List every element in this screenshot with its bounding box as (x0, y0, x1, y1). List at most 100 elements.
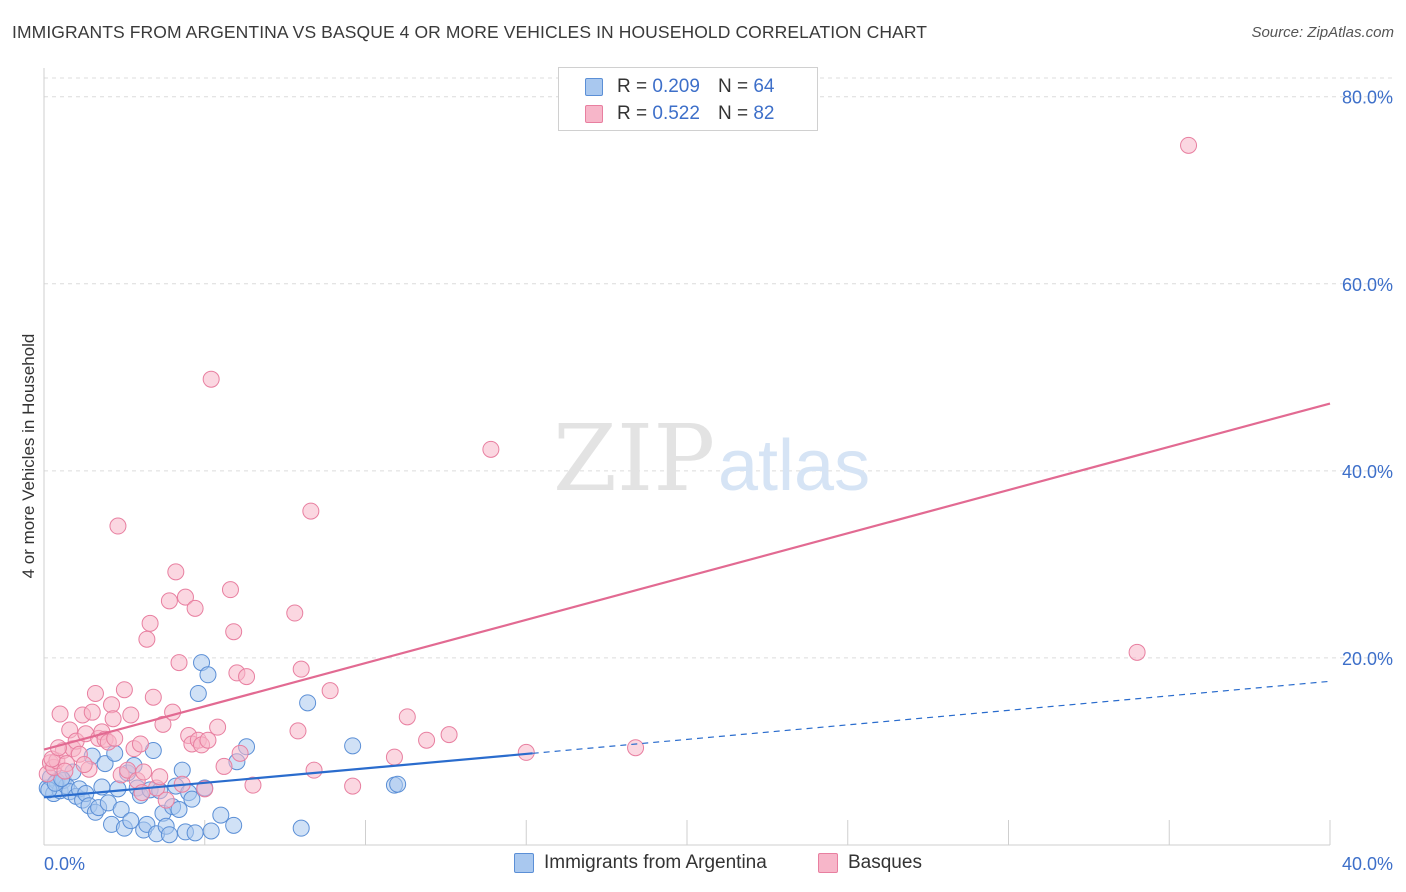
argentina-point (389, 775, 407, 793)
basques-point (199, 731, 217, 749)
legend-row-basques: R = 0.522 N = 82 (585, 102, 774, 126)
argentina-trend-line (43, 752, 533, 799)
legend-n-value: 64 (753, 76, 775, 97)
basques-point (141, 614, 159, 632)
basques-point (302, 502, 320, 520)
argentina-point (212, 806, 230, 824)
legend-swatch-basques (585, 105, 603, 123)
basques-point (418, 731, 436, 749)
argentina-points (38, 654, 407, 844)
argentina-point (299, 694, 317, 712)
bottom-legend-label-basques: Basques (848, 852, 922, 873)
argentina-point (122, 812, 140, 830)
argentina-point (202, 822, 220, 840)
basques-point (1180, 136, 1198, 154)
argentina-point (344, 737, 362, 755)
argentina-point (186, 824, 204, 842)
basques-point (221, 581, 239, 599)
basques-point (202, 370, 220, 388)
basques-point (176, 588, 194, 606)
basques-point (144, 688, 162, 706)
basques-points (38, 136, 1198, 809)
legend-row-argentina: R = 0.209 N = 64 (585, 75, 774, 99)
basques-point (75, 756, 93, 774)
trend-lines (43, 402, 1331, 799)
basques-point (104, 710, 122, 728)
legend-n-label: N = (717, 103, 749, 124)
basques-point (51, 705, 69, 723)
x-tick-label: 40.0% (1342, 854, 1393, 874)
basques-point (186, 599, 204, 617)
basques-point (115, 681, 133, 699)
legend-r-label: R = (617, 103, 648, 124)
zipatlas-watermark: ZIP atlas (553, 405, 870, 512)
bottom-legend-swatch-argentina (514, 853, 534, 873)
basques-point (517, 743, 535, 761)
basques-point (398, 708, 416, 726)
basques-point (131, 735, 149, 753)
legend-n-value: 82 (753, 103, 775, 124)
basques-point (231, 744, 249, 762)
argentina-point (112, 800, 130, 818)
y-tick-label: 60.0% (1342, 275, 1393, 295)
y-tick-label: 40.0% (1342, 462, 1393, 482)
argentina-point (199, 666, 217, 684)
source-credit: Source: ZipAtlas.com (1251, 24, 1394, 41)
basques-point (215, 757, 233, 775)
basques-point (385, 748, 403, 766)
axes (43, 68, 1331, 846)
basques-point (154, 715, 172, 733)
y-tick-label: 20.0% (1342, 649, 1393, 669)
basques-point (238, 668, 256, 686)
bottom-legend-swatch-basques (818, 853, 838, 873)
y-tick-label: 80.0% (1342, 88, 1393, 108)
basques-point (135, 763, 153, 781)
basques-point (209, 718, 227, 736)
basques-point (286, 604, 304, 622)
bottom-legend-argentina: Immigrants from Argentina (514, 852, 767, 874)
basques-point (321, 682, 339, 700)
basques-point (103, 696, 121, 714)
argentina-point (183, 790, 201, 808)
basques-point (305, 761, 323, 779)
legend-r-value: 0.522 (652, 103, 700, 124)
basques-point (167, 563, 185, 581)
basques-point (344, 777, 362, 795)
basques-point (138, 630, 156, 648)
gridlines (44, 77, 1392, 659)
basques-point (244, 776, 262, 794)
basques-point (109, 517, 127, 535)
basques-point (160, 592, 178, 610)
correlation-legend: R = 0.209 N = 64 R = 0.522 N = 82 (558, 67, 818, 131)
basques-point (56, 762, 74, 780)
argentina-trend-extension (532, 680, 1331, 754)
basques-point (289, 722, 307, 740)
legend-r-value: 0.209 (652, 76, 700, 97)
basques-point (1128, 643, 1146, 661)
basques-point (170, 654, 188, 672)
watermark-atlas: atlas (718, 426, 870, 506)
chart-title: IMMIGRANTS FROM ARGENTINA VS BASQUE 4 OR… (12, 22, 928, 42)
bottom-legend-basques: Basques (818, 852, 922, 874)
legend-swatch-argentina (585, 78, 603, 96)
tick-labels: 20.0% 40.0% 60.0% 80.0% 0.0% 40.0% (44, 88, 1393, 874)
argentina-point (225, 816, 243, 834)
watermark-zip: ZIP (553, 405, 715, 512)
basques-point (292, 660, 310, 678)
basques-point (440, 726, 458, 744)
basques-point (225, 623, 243, 641)
argentina-point (109, 780, 127, 798)
basques-point (151, 768, 169, 786)
bottom-legend-label-argentina: Immigrants from Argentina (544, 852, 767, 873)
argentina-point (160, 826, 178, 844)
argentina-point (292, 819, 310, 837)
basques-point (627, 739, 645, 757)
y-axis-label: 4 or more Vehicles in Household (19, 334, 38, 579)
basques-trend-line (43, 402, 1331, 751)
legend-r-label: R = (617, 76, 648, 97)
argentina-point (189, 684, 207, 702)
basques-point (86, 684, 104, 702)
argentina-point (170, 800, 188, 818)
basques-point (196, 780, 214, 798)
